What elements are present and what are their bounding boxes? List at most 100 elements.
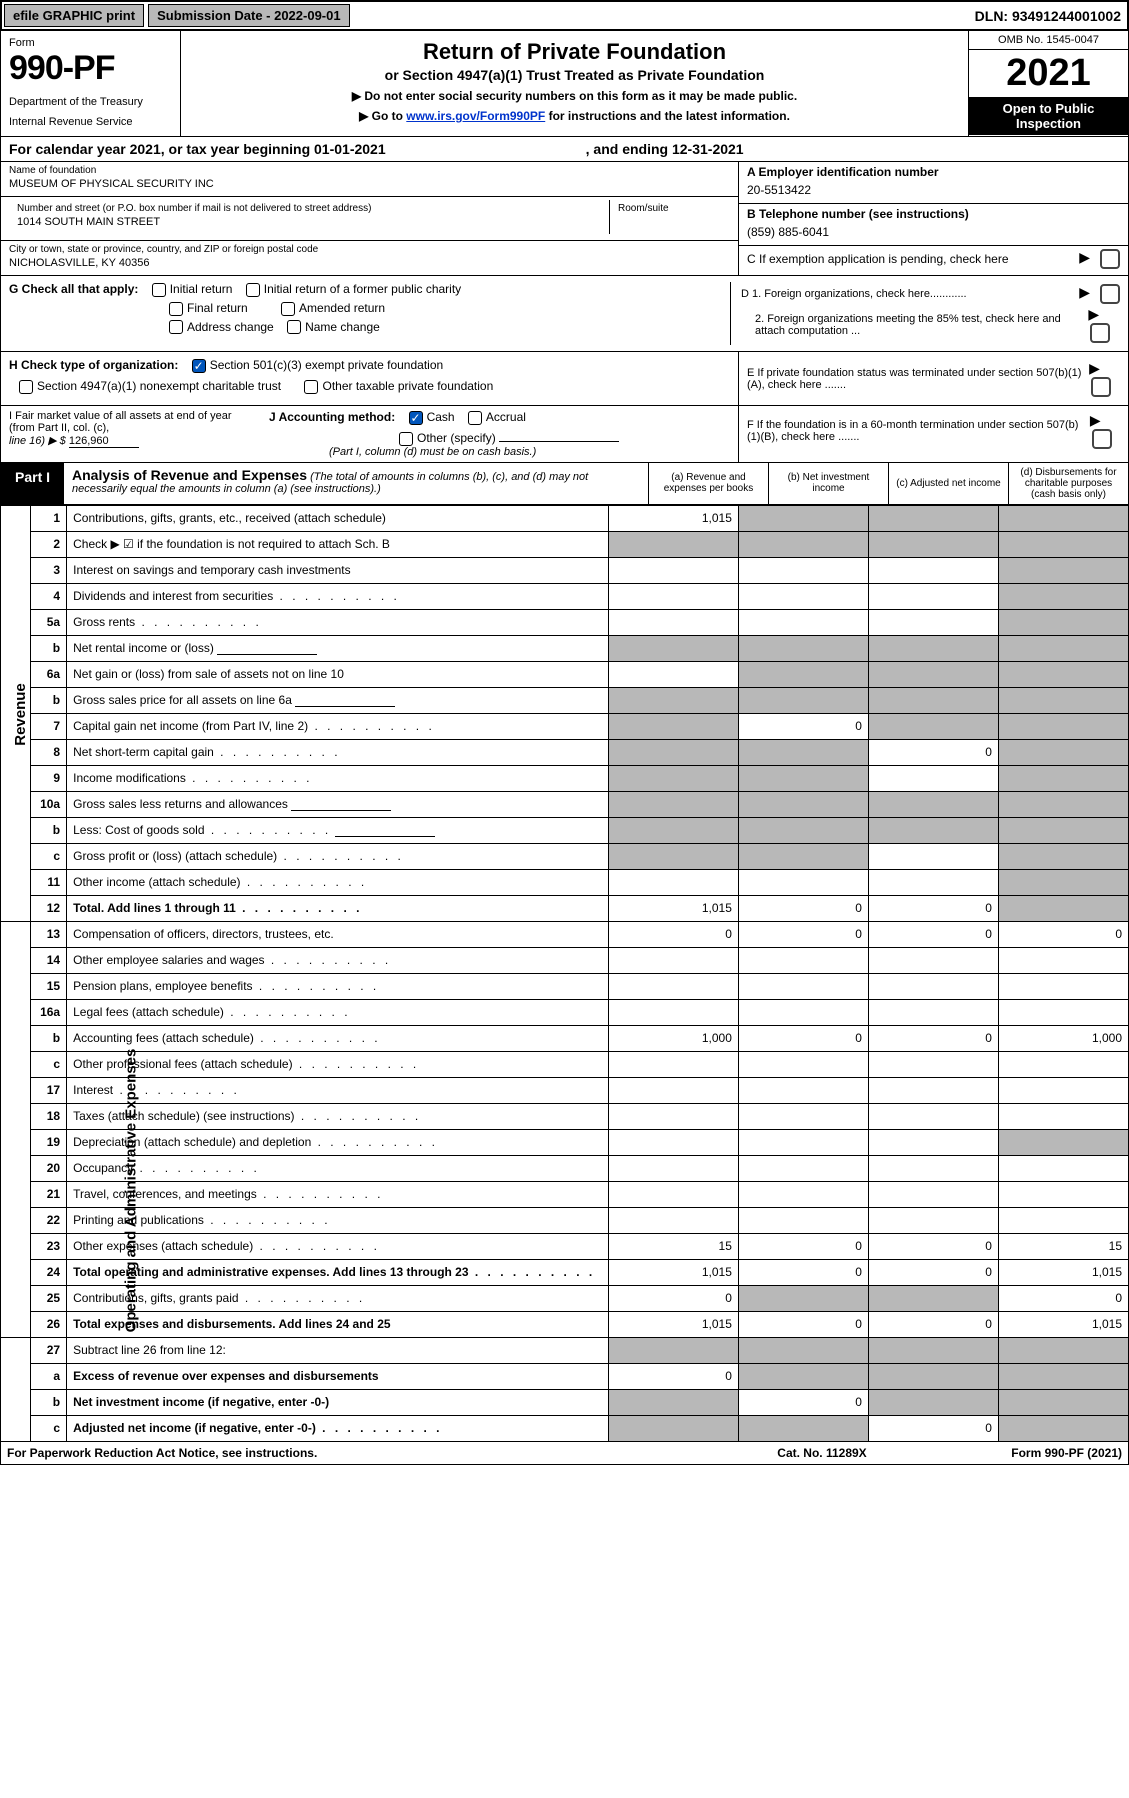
- header-title-block: Return of Private Foundation or Section …: [181, 31, 968, 136]
- g-final-checkbox[interactable]: [169, 302, 183, 316]
- dept-irs: Internal Revenue Service: [9, 116, 172, 128]
- part1-grid: Revenue1Contributions, gifts, grants, et…: [0, 505, 1129, 1442]
- cell-value: 0: [868, 1233, 998, 1259]
- name-label: Name of foundation: [9, 165, 730, 176]
- ein-value: 20-5513422: [747, 183, 1120, 197]
- cell-value: [868, 973, 998, 999]
- j-cash: Cash: [427, 410, 455, 424]
- h-opt2: Section 4947(a)(1) nonexempt charitable …: [37, 379, 281, 393]
- d1-checkbox[interactable]: [1100, 284, 1120, 304]
- h-block: H Check type of organization: ✓Section 5…: [1, 352, 738, 405]
- cell-value: 0: [998, 1285, 1128, 1311]
- line-number: 4: [31, 583, 67, 609]
- grid-row: 3Interest on savings and temporary cash …: [1, 557, 1129, 583]
- form990pf-link[interactable]: www.irs.gov/Form990PF: [406, 109, 545, 123]
- line-desc: Compensation of officers, directors, tru…: [67, 921, 609, 947]
- cell-value: [868, 1155, 998, 1181]
- cell-value: 0: [998, 921, 1128, 947]
- cell-value: [738, 1129, 868, 1155]
- cell-shaded: [998, 583, 1128, 609]
- cell-shaded: [868, 1285, 998, 1311]
- grid-row: 23Other expenses (attach schedule)150015: [1, 1233, 1129, 1259]
- cell-shaded: [868, 1337, 998, 1363]
- g-d-row: G Check all that apply: Initial return I…: [0, 276, 1129, 352]
- cell-value: [608, 869, 738, 895]
- g-initial-return-checkbox[interactable]: [152, 283, 166, 297]
- line-desc: Interest: [67, 1077, 609, 1103]
- cell-shaded: [998, 1363, 1128, 1389]
- d-block: D 1. Foreign organizations, check here..…: [730, 282, 1120, 345]
- e-checkbox[interactable]: [1091, 377, 1111, 397]
- grid-row: 17Interest: [1, 1077, 1129, 1103]
- col-a-hdr: (a) Revenue and expenses per books: [648, 463, 768, 504]
- j-cash-checkbox[interactable]: ✓: [409, 411, 423, 425]
- j-other-checkbox[interactable]: [399, 432, 413, 446]
- tax-year-end: , and ending 12-31-2021: [586, 141, 744, 157]
- arrow-icon: ▶: [1089, 360, 1100, 376]
- arrow-icon: ▶: [1079, 284, 1090, 300]
- g-opt-address: Address change: [187, 320, 274, 334]
- cell-shaded: [998, 739, 1128, 765]
- cell-shaded: [738, 1363, 868, 1389]
- c-checkbox[interactable]: [1100, 249, 1120, 269]
- line-desc: Total expenses and disbursements. Add li…: [67, 1311, 609, 1337]
- footer-catno: Cat. No. 11289X: [722, 1446, 922, 1460]
- cell-value: [738, 1103, 868, 1129]
- g-address-checkbox[interactable]: [169, 320, 183, 334]
- cell-shaded: [738, 817, 868, 843]
- cell-value: 15: [998, 1233, 1128, 1259]
- efile-print-button[interactable]: efile GRAPHIC print: [4, 4, 144, 27]
- d2-checkbox[interactable]: [1090, 323, 1110, 343]
- line-number: 12: [31, 895, 67, 921]
- cell-value: [608, 661, 738, 687]
- g-amended-checkbox[interactable]: [281, 302, 295, 316]
- cell-shaded: [608, 531, 738, 557]
- cell-shaded: [738, 635, 868, 661]
- h-501c3-checkbox[interactable]: ✓: [192, 359, 206, 373]
- cell-value: [738, 1155, 868, 1181]
- instr-2: ▶ Go to www.irs.gov/Form990PF for instru…: [193, 109, 956, 123]
- h-4947-checkbox[interactable]: [19, 380, 33, 394]
- g-name-checkbox[interactable]: [287, 320, 301, 334]
- cell-shaded: [608, 687, 738, 713]
- line-desc: Depreciation (attach schedule) and deple…: [67, 1129, 609, 1155]
- j-accrual-checkbox[interactable]: [468, 411, 482, 425]
- cell-value: 0: [738, 713, 868, 739]
- cell-shaded: [998, 531, 1128, 557]
- h-other-checkbox[interactable]: [304, 380, 318, 394]
- open-to-public: Open to Public Inspection: [969, 97, 1128, 135]
- line-desc: Other employee salaries and wages: [67, 947, 609, 973]
- footer-paperwork: For Paperwork Reduction Act Notice, see …: [7, 1446, 722, 1460]
- cell-shaded: [608, 635, 738, 661]
- j-accrual: Accrual: [486, 410, 526, 424]
- cell-value: 0: [738, 1389, 868, 1415]
- line-number: 24: [31, 1259, 67, 1285]
- line-number: 18: [31, 1103, 67, 1129]
- part1-title-block: Analysis of Revenue and Expenses (The to…: [64, 463, 648, 504]
- tax-year-begin: For calendar year 2021, or tax year begi…: [9, 141, 386, 157]
- cell-shaded: [738, 661, 868, 687]
- line-desc: Subtract line 26 from line 12:: [67, 1337, 609, 1363]
- line-desc: Dividends and interest from securities: [67, 583, 609, 609]
- cell-value: [738, 973, 868, 999]
- line-number: b: [31, 1389, 67, 1415]
- address-row: Number and street (or P.O. box number if…: [1, 197, 738, 241]
- i-j-f-row: I Fair market value of all assets at end…: [0, 406, 1129, 463]
- cell-shaded: [868, 817, 998, 843]
- g-initial-former-checkbox[interactable]: [246, 283, 260, 297]
- cell-shaded: [868, 1389, 998, 1415]
- f-checkbox[interactable]: [1092, 429, 1112, 449]
- grid-row: 14Other employee salaries and wages: [1, 947, 1129, 973]
- cell-value: 0: [868, 1311, 998, 1337]
- grid-row: 5aGross rents: [1, 609, 1129, 635]
- cell-shaded: [868, 661, 998, 687]
- line-desc: Gross sales price for all assets on line…: [67, 687, 609, 713]
- line-number: 10a: [31, 791, 67, 817]
- line-desc: Contributions, gifts, grants, etc., rece…: [67, 505, 609, 531]
- dept-treasury: Department of the Treasury: [9, 96, 172, 108]
- line-number: 9: [31, 765, 67, 791]
- cell-value: 0: [868, 1025, 998, 1051]
- phone-value: (859) 885-6041: [747, 225, 1120, 239]
- line-desc: Less: Cost of goods sold: [67, 817, 609, 843]
- line-number: 20: [31, 1155, 67, 1181]
